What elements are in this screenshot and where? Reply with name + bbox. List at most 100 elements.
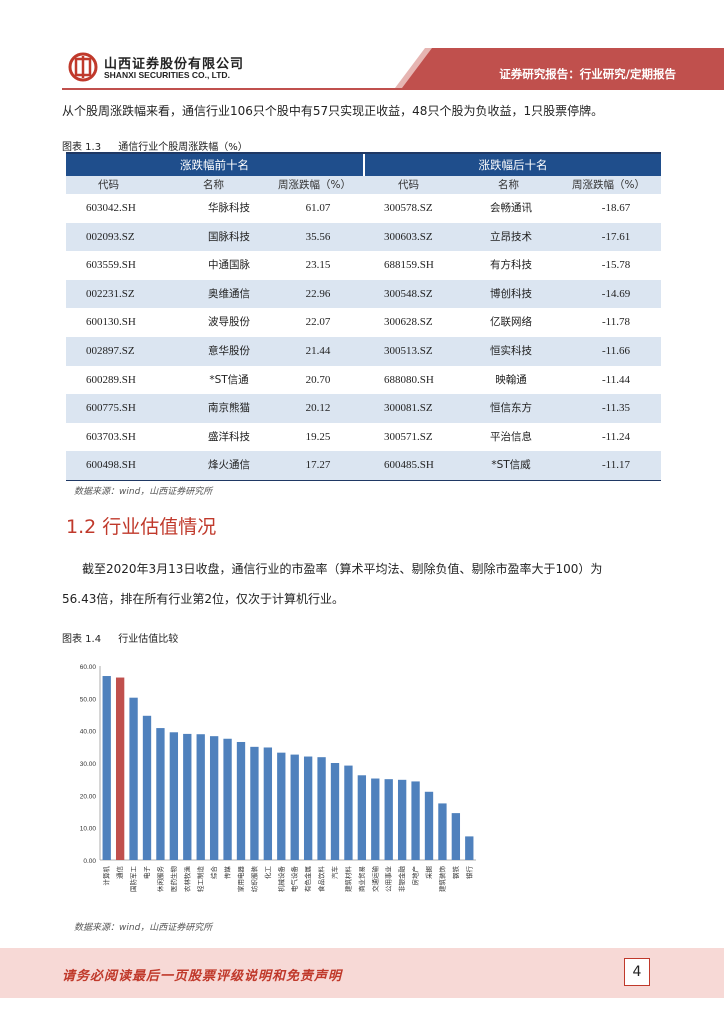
table-caption: 图表 1.3 通信行业个股周涨跌幅（%） — [62, 138, 248, 153]
chart-bar — [357, 775, 367, 860]
chart-caption-number: 图表 1.4 — [62, 634, 102, 645]
x-tick-label: 交通运输 — [370, 866, 379, 893]
row-change-right: -11.78 — [601, 316, 630, 329]
x-tick-label: 银行 — [464, 866, 473, 880]
x-tick-label: 电子 — [142, 866, 151, 880]
row-change-left: 22.96 — [305, 287, 331, 300]
row-code-right: 300571.SZ — [384, 430, 433, 443]
row-name-left: 中通国脉 — [208, 259, 250, 272]
row-name-left: 华脉科技 — [208, 202, 250, 214]
x-tick-label: 传媒 — [223, 866, 232, 880]
row-name-right: 立昂技术 — [490, 230, 532, 243]
chart-bar — [303, 756, 313, 860]
x-tick-label: 非银金融 — [397, 866, 406, 893]
row-code-right: 688159.SH — [384, 259, 434, 272]
col-header-code-left: 代码 — [98, 179, 119, 191]
chart-bar — [156, 728, 165, 860]
x-tick-label: 公用事业 — [384, 866, 393, 893]
chart-bar — [169, 732, 179, 860]
x-tick-label: 建筑材料 — [343, 866, 352, 893]
valuation-paragraph-line1: 截至2020年3月13日收盘，通信行业的市盈率（算术平均法、剔除负值、剔除市盈率… — [82, 562, 603, 576]
row-code-left: 002231.SZ — [86, 287, 135, 300]
x-tick-label: 汽车 — [330, 866, 339, 880]
x-tick-label: 休闲服务 — [155, 866, 164, 893]
row-change-right: -11.66 — [601, 345, 630, 357]
chart-bar — [129, 697, 138, 860]
row-name-right: 博创科技 — [490, 287, 532, 300]
chart-source-note: 数据来源：wind，山西证券研究所 — [74, 923, 213, 933]
col-header-code-right: 代码 — [398, 179, 419, 191]
row-change-right: -18.67 — [601, 202, 631, 214]
chart-bar — [424, 791, 434, 860]
chart-bar — [397, 779, 407, 860]
chart-bar — [115, 677, 125, 860]
row-change-left: 61.07 — [305, 202, 331, 214]
table-row: 002897.SZ 意华股份 21.44 300513.SZ 恒实科技 -11.… — [66, 337, 661, 366]
y-tick-label: 10.00 — [80, 826, 97, 833]
row-code-right: 300081.SZ — [384, 402, 433, 415]
chart-bar — [183, 733, 192, 860]
row-name-left: 盛洋科技 — [208, 430, 250, 443]
company-name-en: SHANXI SECURITIES CO., LTD. — [104, 70, 230, 80]
row-name-right: 恒信东方 — [490, 402, 532, 415]
x-tick-label: 商业贸易 — [357, 866, 366, 892]
table-row: 002093.SZ 国脉科技 35.56 300603.SZ 立昂技术 -17.… — [66, 222, 661, 252]
chart-bar — [330, 763, 340, 860]
chart-bar — [344, 765, 353, 860]
page-footer: 请务必阅读最后一页股票评级说明和免责声明 4 — [0, 948, 724, 998]
row-change-right: -11.24 — [601, 430, 630, 443]
x-tick-label: 有色金属 — [303, 866, 312, 892]
row-change-left: 22.07 — [305, 316, 331, 329]
chart-bar — [209, 736, 219, 860]
x-tick-label: 通信 — [115, 866, 124, 880]
x-tick-label: 家用电器 — [236, 866, 245, 893]
table-row: 002231.SZ 奥维通信 22.96 300548.SZ 博创科技 -14.… — [66, 279, 661, 309]
chart-bar — [102, 676, 111, 860]
row-change-right: -11.44 — [601, 373, 630, 386]
chart-bar — [290, 754, 299, 860]
chart-bar — [223, 738, 232, 860]
row-change-right: -14.69 — [601, 287, 631, 300]
row-change-left: 20.12 — [305, 402, 331, 415]
disclaimer-text: 请务必阅读最后一页股票评级说明和免责声明 — [62, 969, 343, 984]
header-band — [395, 48, 724, 88]
row-code-left: 002093.SZ — [86, 230, 135, 243]
y-tick-label: 30.00 — [80, 761, 97, 768]
chart-bar — [142, 715, 152, 860]
chart-caption-title: 行业估值比较 — [118, 634, 179, 645]
chart-bar — [236, 741, 246, 860]
row-code-left: 600498.SH — [86, 459, 136, 472]
col-header-change-right: 周涨跌幅（%） — [572, 179, 645, 191]
x-tick-label: 纺织服装 — [249, 866, 258, 893]
y-tick-label: 20.00 — [80, 793, 97, 800]
row-change-left: 20.70 — [305, 373, 331, 386]
row-name-right: 映翰通 — [495, 373, 527, 386]
valuation-paragraph-line2: 56.43倍，排在所有行业第2位，仅次于计算机行业。 — [62, 592, 344, 606]
row-change-left: 23.15 — [305, 259, 331, 272]
table-row: 600289.SH *ST信通 20.70 688080.SH 映翰通 -11.… — [66, 366, 661, 395]
row-code-left: 600775.SH — [86, 402, 136, 415]
table-left-title: 涨跌幅前十名 — [66, 154, 363, 176]
valuation-bar-chart: 0.00 10.00 20.00 30.00 40.00 50.00 60.00 计算机 通信国… — [80, 664, 476, 893]
row-name-right: 亿联网络 — [490, 316, 532, 329]
row-name-right: 有方科技 — [490, 259, 532, 272]
table-subheader: 代码 名称 周涨跌幅（%） 代码 名称 周涨跌幅（%） — [66, 176, 661, 194]
row-code-left: 603042.SH — [86, 202, 136, 214]
row-name-right: *ST信威 — [491, 459, 531, 472]
x-tick-label: 机械设备 — [276, 866, 285, 893]
row-code-left: 603703.SH — [86, 430, 136, 443]
table-right-title: 涨跌幅后十名 — [365, 154, 661, 176]
row-code-right: 688080.SH — [384, 373, 434, 386]
chart-bar — [250, 746, 259, 860]
col-header-name-right: 名称 — [498, 179, 519, 191]
row-change-right: -17.61 — [601, 230, 631, 243]
row-code-left: 002897.SZ — [86, 345, 135, 357]
table-caption-title: 通信行业个股周涨跌幅（%） — [118, 142, 248, 153]
row-change-right: -11.17 — [601, 459, 630, 472]
page-number: 4 — [624, 958, 650, 986]
chart-bar — [263, 747, 273, 860]
company-name-cn: 山西证券股份有限公司 — [104, 57, 245, 72]
table-row: 600130.SH 波导股份 22.07 300628.SZ 亿联网络 -11.… — [66, 308, 661, 337]
chart-bar — [411, 781, 420, 860]
header-divider — [62, 88, 724, 90]
